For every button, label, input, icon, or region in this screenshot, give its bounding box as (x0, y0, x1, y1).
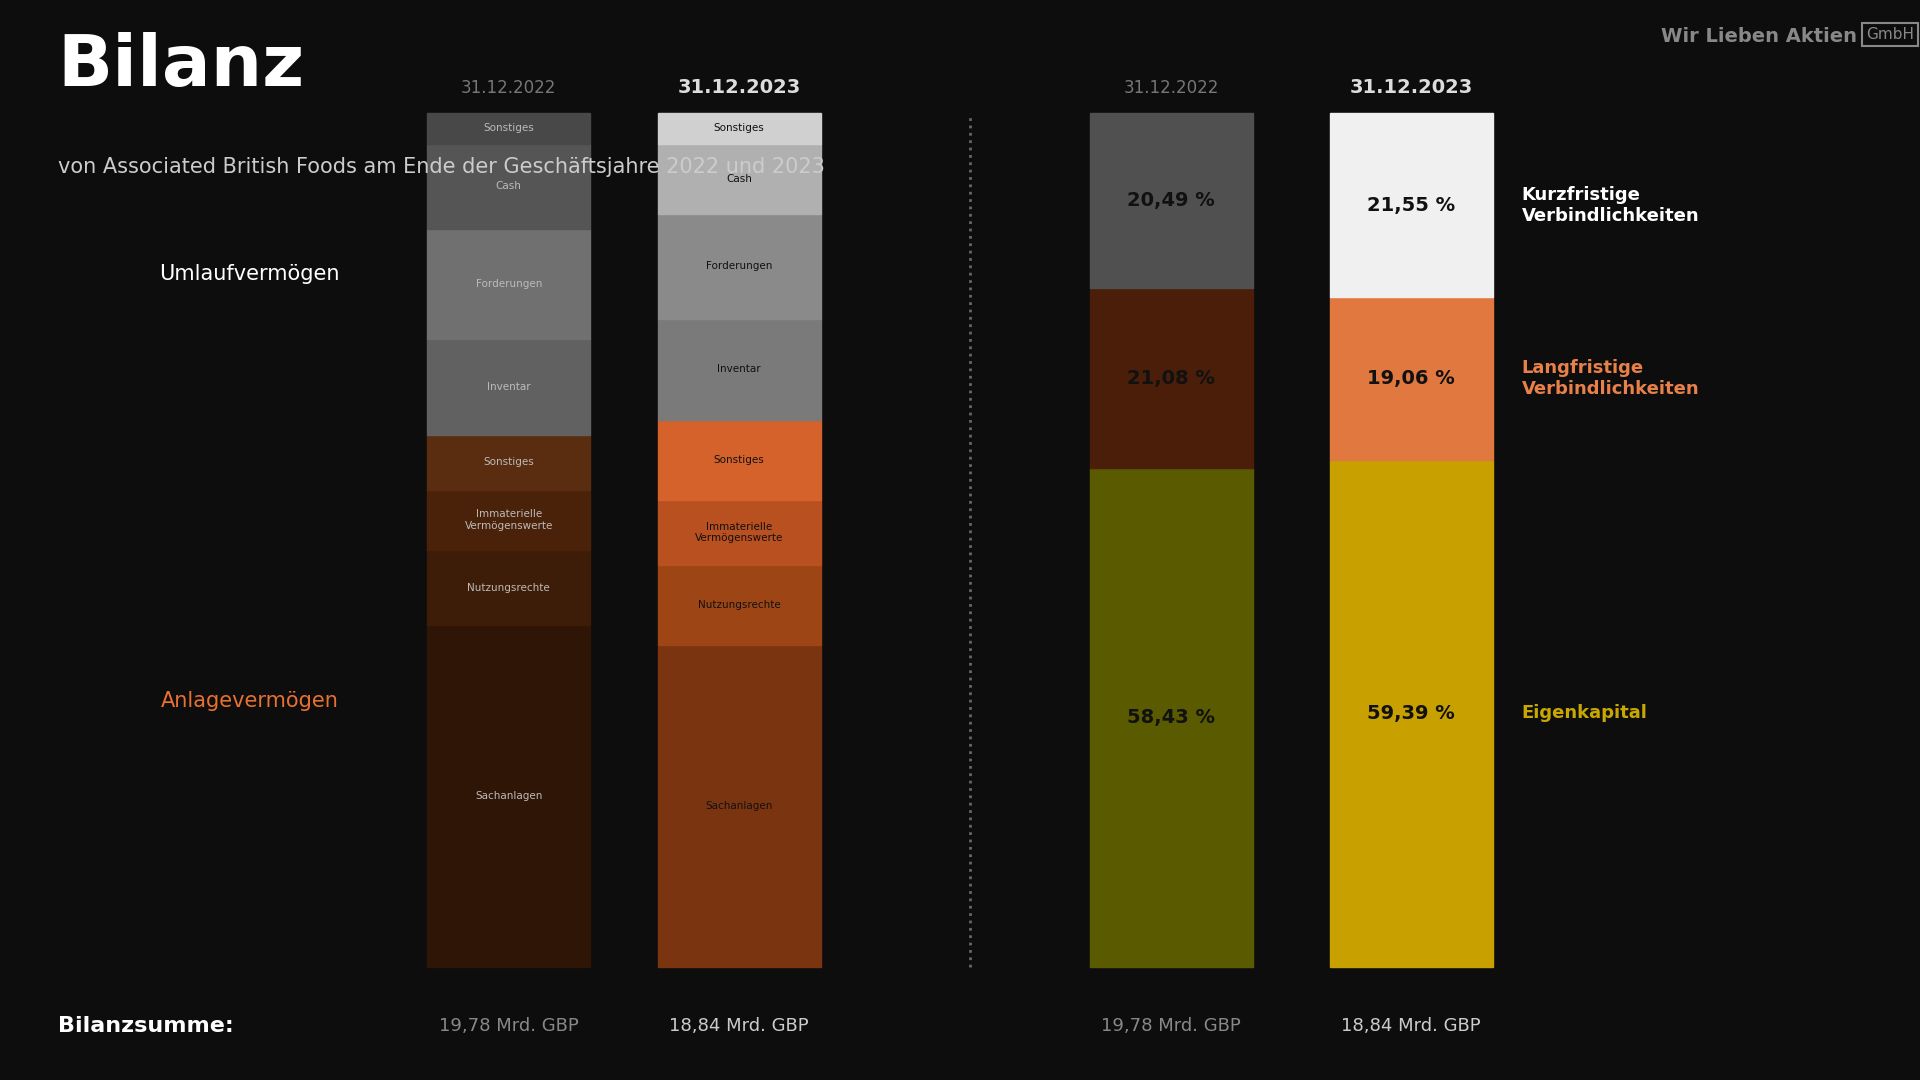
Text: Sonstiges: Sonstiges (714, 123, 764, 134)
Text: 59,39 %: 59,39 % (1367, 704, 1455, 723)
Text: Inventar: Inventar (718, 364, 760, 375)
Text: Kurzfristige
Verbindlichkeiten: Kurzfristige Verbindlichkeiten (1521, 186, 1699, 225)
Bar (657, 646, 822, 967)
Text: Forderungen: Forderungen (707, 261, 772, 271)
Bar (426, 144, 591, 229)
Bar (657, 419, 822, 500)
Text: Cash: Cash (726, 174, 753, 184)
Text: Sachanlagen: Sachanlagen (705, 801, 774, 811)
Bar (1329, 113, 1492, 297)
Text: GmbH: GmbH (1866, 27, 1914, 42)
Text: 31.12.2022: 31.12.2022 (1123, 79, 1219, 97)
Text: 21,55 %: 21,55 % (1367, 195, 1455, 215)
Text: Sonstiges: Sonstiges (484, 123, 534, 134)
Text: Cash: Cash (495, 181, 522, 191)
Text: 18,84 Mrd. GBP: 18,84 Mrd. GBP (670, 1017, 808, 1035)
Text: 20,49 %: 20,49 % (1127, 191, 1215, 211)
Text: Umlaufvermögen: Umlaufvermögen (159, 264, 340, 284)
Text: 19,06 %: 19,06 % (1367, 369, 1455, 388)
Text: 31.12.2023: 31.12.2023 (1350, 78, 1473, 97)
Text: 31.12.2022: 31.12.2022 (461, 79, 557, 97)
Text: Nutzungsrechte: Nutzungsrechte (697, 600, 781, 610)
Bar (657, 113, 822, 144)
Bar (426, 113, 591, 144)
Text: Wir Lieben Aktien: Wir Lieben Aktien (1661, 27, 1857, 46)
Text: 18,84 Mrd. GBP: 18,84 Mrd. GBP (1342, 1017, 1480, 1035)
Bar (426, 490, 591, 550)
Text: Eigenkapital: Eigenkapital (1521, 704, 1647, 723)
Text: 21,08 %: 21,08 % (1127, 368, 1215, 388)
Text: Immaterielle
Vermögenswerte: Immaterielle Vermögenswerte (695, 522, 783, 543)
Bar (426, 229, 591, 339)
Text: Langfristige
Verbindlichkeiten: Langfristige Verbindlichkeiten (1521, 360, 1699, 397)
Bar (426, 550, 591, 625)
Text: 19,78 Mrd. GBP: 19,78 Mrd. GBP (440, 1017, 578, 1035)
Text: Forderungen: Forderungen (476, 279, 541, 289)
Bar (1329, 460, 1492, 967)
Bar (426, 339, 591, 434)
Bar (1089, 468, 1252, 967)
Bar (426, 625, 591, 967)
Bar (426, 434, 591, 490)
Bar (1329, 297, 1492, 460)
Text: 58,43 %: 58,43 % (1127, 707, 1215, 727)
Text: Anlagevermögen: Anlagevermögen (161, 690, 338, 711)
Bar (1089, 113, 1252, 288)
Bar (657, 214, 822, 320)
Text: 19,78 Mrd. GBP: 19,78 Mrd. GBP (1102, 1017, 1240, 1035)
Text: Sonstiges: Sonstiges (714, 455, 764, 464)
Bar (657, 500, 822, 565)
Bar (657, 144, 822, 214)
Bar (657, 565, 822, 646)
Text: Bilanz: Bilanz (58, 32, 305, 102)
Text: Bilanzsumme:: Bilanzsumme: (58, 1016, 234, 1036)
Text: Inventar: Inventar (488, 382, 530, 392)
Text: von Associated British Foods am Ende der Geschäftsjahre 2022 und 2023: von Associated British Foods am Ende der… (58, 157, 824, 177)
Text: Sonstiges: Sonstiges (484, 457, 534, 468)
Text: 31.12.2023: 31.12.2023 (678, 78, 801, 97)
Bar (1089, 288, 1252, 468)
Text: Immaterielle
Vermögenswerte: Immaterielle Vermögenswerte (465, 509, 553, 530)
Bar (657, 320, 822, 419)
Text: Sachanlagen: Sachanlagen (474, 791, 543, 801)
Text: Nutzungsrechte: Nutzungsrechte (467, 583, 551, 593)
